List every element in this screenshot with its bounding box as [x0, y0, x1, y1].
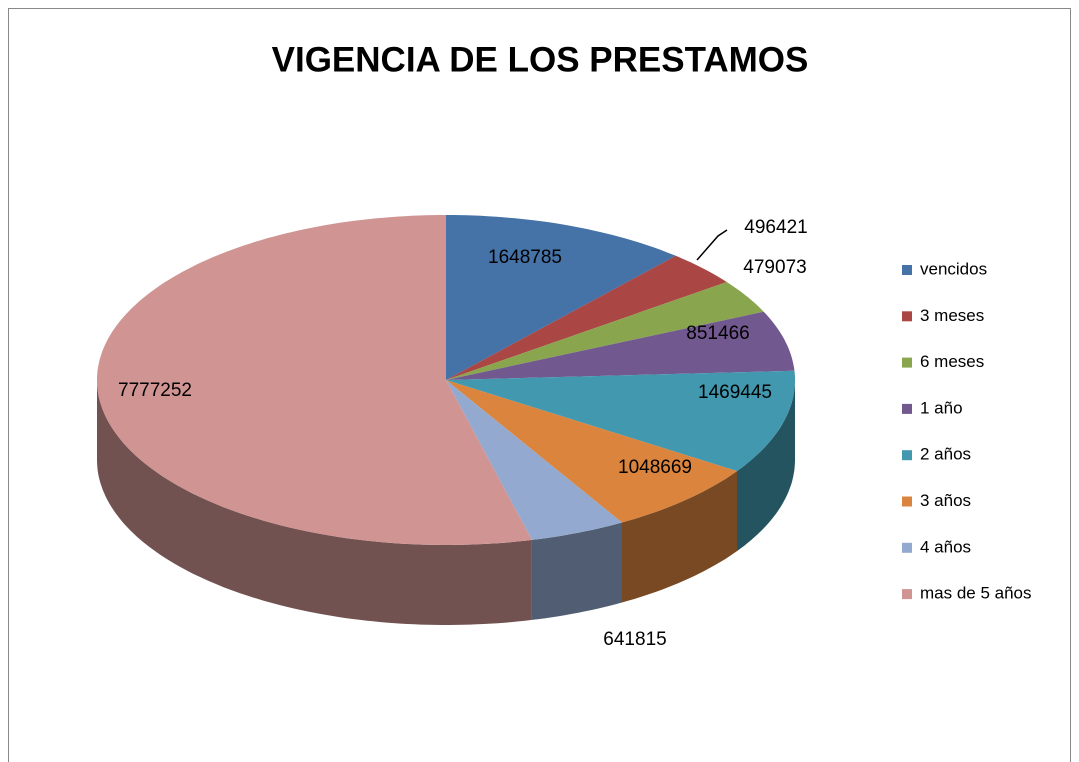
slice-side	[531, 522, 622, 620]
slice	[446, 215, 676, 380]
data-label: 496421	[744, 217, 807, 238]
slice-side	[737, 380, 795, 552]
legend-swatch	[902, 542, 912, 553]
slice	[446, 380, 622, 540]
slice	[446, 370, 795, 472]
legend-swatch	[902, 311, 912, 322]
legend-label: 6 meses	[920, 352, 984, 371]
legend-label: 3 meses	[920, 306, 984, 325]
slice	[446, 380, 737, 523]
legend-label: 1 año	[920, 398, 963, 417]
chart-title: VIGENCIA DE LOS PRESTAMOS	[272, 40, 809, 79]
legend-swatch	[902, 357, 912, 368]
slice	[97, 215, 532, 545]
legend-swatch	[902, 450, 912, 461]
data-label: 851466	[686, 323, 749, 344]
slice	[446, 255, 727, 380]
data-label: 641815	[603, 629, 666, 650]
data-label: 1469445	[698, 382, 772, 403]
slice-side	[622, 471, 737, 603]
data-label: 1648785	[488, 247, 562, 268]
legend-label: 2 años	[920, 445, 971, 464]
legend-label: 3 años	[920, 491, 971, 510]
slice	[446, 311, 795, 380]
slice-side	[97, 380, 532, 625]
legend-swatch	[902, 403, 912, 414]
legend-label: vencidos	[920, 259, 987, 278]
legend-swatch	[902, 265, 912, 275]
legend-swatch	[902, 589, 912, 600]
slice	[446, 282, 764, 380]
data-label: 479073	[743, 257, 806, 278]
legend-label: 4 años	[920, 537, 971, 556]
data-label: 1048669	[618, 457, 692, 478]
leader-line	[696, 229, 728, 261]
data-label: 7777252	[118, 380, 192, 401]
legend-swatch	[902, 496, 912, 507]
legend-label: mas de 5 años	[920, 584, 1032, 603]
